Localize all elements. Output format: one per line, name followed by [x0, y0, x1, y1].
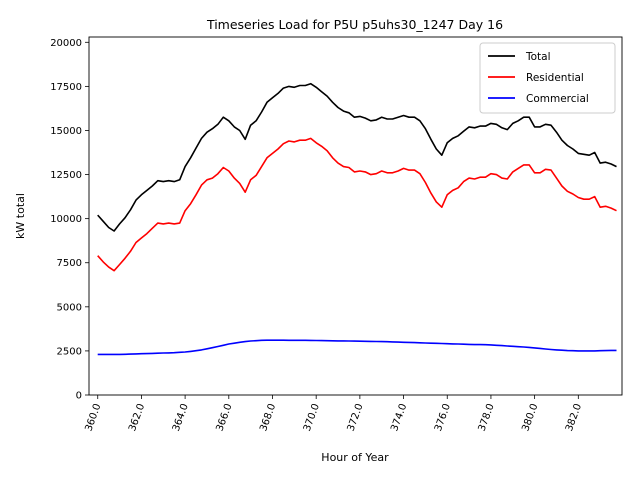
y-tick-label: 2500 — [57, 346, 82, 357]
series-line-residential — [97, 137, 617, 272]
chart-title: Timeseries Load for P5U p5uhs30_1247 Day… — [206, 17, 503, 32]
series-line-total — [97, 82, 617, 232]
y-tick-label: 12500 — [50, 170, 82, 181]
legend-label-residential: Residential — [526, 72, 584, 84]
legend-box — [479, 42, 616, 114]
plot-frame — [88, 36, 623, 396]
y-axis: 0 2500 5000 7500 10000 12500 15000 17500 20000 — [50, 38, 89, 402]
series-line-commercial — [97, 339, 617, 356]
legend-label-commercial: Commercial — [526, 93, 589, 105]
y-tick-label: 20000 — [50, 38, 82, 49]
legend: Total Residential Commercial — [479, 42, 616, 114]
y-axis-label: kW total — [14, 193, 27, 239]
y-tick-label: 17500 — [50, 82, 82, 93]
legend-label-total: Total — [525, 51, 551, 63]
y-tick-label: 0 — [76, 391, 82, 402]
y-tick-label: 7500 — [57, 258, 82, 269]
y-tick-label: 5000 — [57, 302, 82, 313]
y-tick-label: 15000 — [50, 126, 82, 137]
x-axis-label: Hour of Year — [321, 451, 389, 464]
series-layer — [97, 82, 617, 356]
y-tick-label: 10000 — [50, 214, 82, 225]
